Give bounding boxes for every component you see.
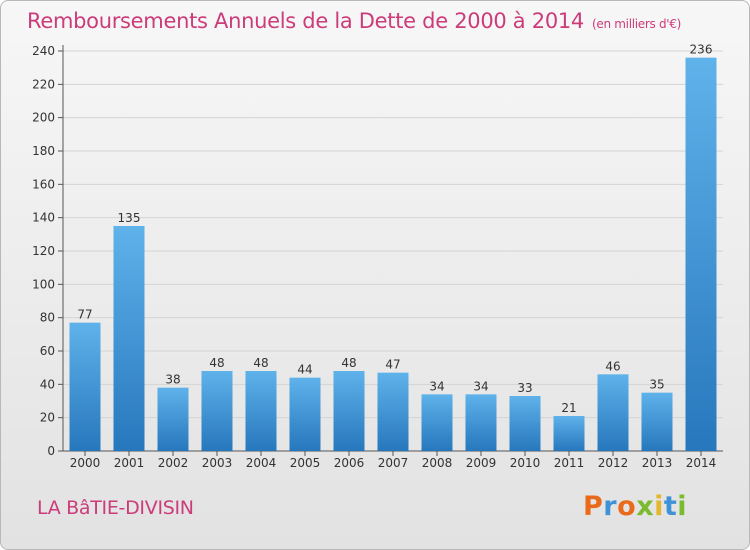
logo-letter: o bbox=[617, 491, 637, 522]
bar-value-label: 46 bbox=[605, 359, 620, 373]
x-tick-label: 2005 bbox=[290, 456, 321, 470]
bar-value-label: 35 bbox=[649, 378, 664, 392]
x-tick-label: 2012 bbox=[598, 456, 629, 470]
y-tick-label: 100 bbox=[32, 277, 55, 291]
bar bbox=[157, 387, 189, 451]
logo-letter: i bbox=[677, 491, 688, 522]
x-tick-label: 2010 bbox=[510, 456, 541, 470]
chart-title: Remboursements Annuels de la Dette de 20… bbox=[27, 9, 681, 33]
logo-letter: r bbox=[603, 491, 618, 522]
y-tick-label: 80 bbox=[40, 311, 55, 325]
bar bbox=[553, 416, 585, 451]
logo-letter: i bbox=[654, 491, 664, 522]
logo-letter: P bbox=[583, 491, 604, 522]
bar-value-label: 47 bbox=[385, 358, 400, 372]
x-tick-label: 2004 bbox=[246, 456, 277, 470]
x-tick-label: 2011 bbox=[554, 456, 585, 470]
bar bbox=[201, 371, 233, 451]
bar-value-label: 77 bbox=[77, 308, 92, 322]
x-tick-label: 2003 bbox=[202, 456, 233, 470]
logo-letter: x bbox=[636, 491, 655, 522]
bar bbox=[377, 372, 409, 451]
y-tick-label: 220 bbox=[32, 77, 55, 91]
x-tick-label: 2006 bbox=[334, 456, 365, 470]
chart-title-text: Remboursements Annuels de la Dette de 20… bbox=[27, 9, 584, 33]
y-tick-label: 40 bbox=[40, 377, 55, 391]
bar-value-label: 48 bbox=[253, 356, 268, 370]
x-tick-label: 2013 bbox=[642, 456, 673, 470]
bar-value-label: 34 bbox=[473, 379, 488, 393]
logo-letter: t bbox=[663, 491, 678, 522]
x-tick-label: 2000 bbox=[70, 456, 101, 470]
x-tick-label: 2001 bbox=[114, 456, 145, 470]
bar-value-label: 135 bbox=[118, 211, 141, 225]
bar bbox=[245, 371, 277, 451]
x-tick-label: 2009 bbox=[466, 456, 497, 470]
x-tick-label: 2007 bbox=[378, 456, 409, 470]
labels: 0 20 40 60 80 100 120 140 160 180 200 220 240 77 2000 1… bbox=[32, 43, 716, 470]
y-tick-label: 20 bbox=[40, 411, 55, 425]
city-name: LA BâTIE-DIVISIN bbox=[37, 497, 194, 519]
y-tick-label: 160 bbox=[32, 177, 55, 191]
y-tick-label: 60 bbox=[40, 344, 55, 358]
x-tick-label: 2008 bbox=[422, 456, 453, 470]
proxiti-logo: Proxiti bbox=[583, 491, 687, 522]
bar bbox=[289, 377, 321, 451]
bar bbox=[641, 392, 673, 451]
bar bbox=[509, 396, 541, 451]
bar-value-label: 21 bbox=[561, 401, 576, 415]
chart-subtitle: (en milliers d'€) bbox=[592, 17, 682, 31]
bar-value-label: 44 bbox=[297, 363, 312, 377]
x-tick-label: 2002 bbox=[158, 456, 189, 470]
bar-value-label: 48 bbox=[341, 356, 356, 370]
bars bbox=[69, 57, 717, 452]
y-tick-label: 180 bbox=[32, 144, 55, 158]
bar bbox=[333, 371, 365, 451]
y-tick-label: 200 bbox=[32, 111, 55, 125]
bar bbox=[69, 322, 101, 451]
y-tick-label: 140 bbox=[32, 211, 55, 225]
bar-value-label: 48 bbox=[209, 356, 224, 370]
x-tick-label: 2014 bbox=[686, 456, 717, 470]
bar-value-label: 33 bbox=[517, 381, 532, 395]
bar bbox=[421, 394, 453, 451]
bar-value-label: 38 bbox=[165, 373, 180, 387]
bar bbox=[465, 394, 497, 451]
y-tick-label: 240 bbox=[32, 44, 55, 58]
bar-value-label: 236 bbox=[690, 43, 713, 57]
bar bbox=[685, 57, 717, 452]
bar-value-label: 34 bbox=[429, 379, 444, 393]
y-tick-label: 0 bbox=[47, 444, 55, 458]
y-tick-label: 120 bbox=[32, 244, 55, 258]
bar bbox=[597, 374, 629, 451]
bar bbox=[113, 226, 145, 451]
